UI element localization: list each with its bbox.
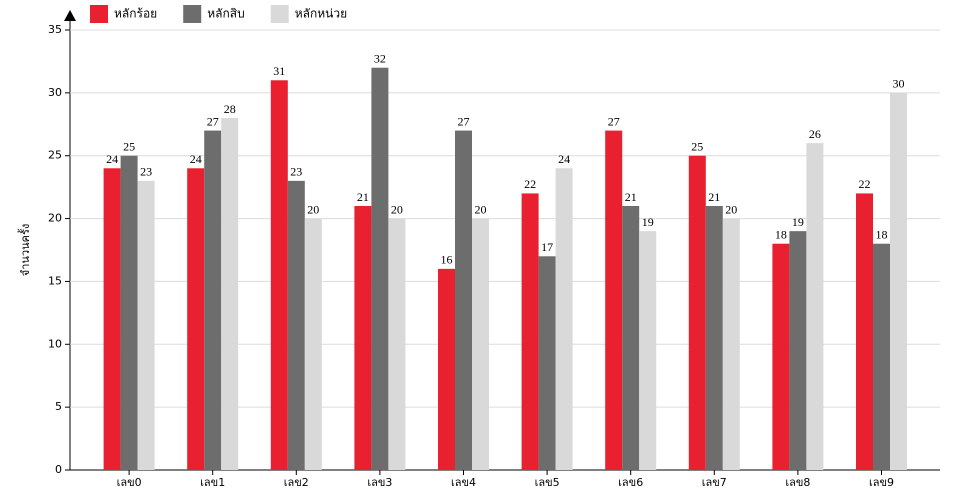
bar (555, 168, 573, 471)
y-tick-label: 35 (48, 23, 62, 36)
x-tick-label: เลข5 (535, 476, 560, 489)
bar (688, 155, 706, 470)
legend-label: หลักสิบ (207, 7, 244, 21)
bar (472, 218, 489, 470)
bar (438, 268, 455, 470)
bar (772, 243, 790, 470)
value-label: 24 (190, 152, 202, 166)
y-tick-label: 30 (48, 86, 62, 99)
x-tick-label: เลข8 (785, 476, 810, 489)
x-tick-label: เลข2 (284, 476, 309, 489)
bar (187, 168, 205, 471)
bar (304, 218, 322, 470)
bar (639, 231, 657, 470)
x-tick-label: เลข3 (367, 476, 392, 489)
y-tick-label: 20 (48, 212, 62, 225)
value-label: 18 (775, 227, 787, 241)
bar (806, 143, 824, 470)
y-tick-label: 15 (48, 274, 62, 287)
y-axis-title: จำนวนครั้ง (17, 224, 32, 276)
value-label: 20 (307, 202, 319, 216)
y-tick-label: 10 (48, 337, 62, 350)
value-label: 28 (224, 102, 236, 116)
legend-swatch (90, 5, 108, 23)
value-label: 16 (441, 253, 453, 267)
y-tick-label: 25 (48, 149, 62, 162)
bar (371, 67, 389, 470)
value-label: 25 (691, 139, 703, 153)
bar (204, 130, 222, 471)
value-label: 26 (809, 127, 821, 141)
value-label: 25 (123, 139, 135, 153)
bar (455, 130, 472, 471)
y-tick-label: 0 (55, 463, 62, 476)
legend-swatch (183, 5, 202, 23)
value-label: 21 (625, 190, 637, 204)
bar (103, 168, 121, 471)
bar (287, 180, 305, 470)
bar (873, 243, 890, 470)
value-label: 32 (374, 51, 386, 65)
value-label: 30 (893, 77, 905, 91)
bar (789, 231, 807, 470)
value-label: 19 (642, 215, 654, 229)
bar (622, 206, 640, 470)
bar (722, 218, 740, 470)
value-label: 20 (391, 202, 403, 216)
y-axis-arrow (64, 10, 76, 21)
bar (137, 180, 155, 470)
x-tick-label: เลข9 (869, 476, 894, 489)
value-label: 18 (876, 227, 888, 241)
value-label: 27 (458, 114, 470, 128)
bar (890, 92, 907, 470)
x-tick-label: เลข4 (451, 476, 476, 489)
legend-label: หลักหน่วย (295, 7, 347, 21)
value-label: 20 (475, 202, 487, 216)
bar (521, 193, 539, 470)
bar (388, 218, 406, 470)
value-label: 19 (792, 215, 804, 229)
bar (605, 130, 623, 471)
bar (856, 193, 873, 470)
y-tick-label: 5 (55, 400, 62, 413)
legend-label: หลักร้อย (114, 7, 157, 21)
bar (270, 80, 288, 471)
value-label: 27 (608, 114, 620, 128)
value-label: 21 (708, 190, 720, 204)
bar (354, 206, 372, 470)
bar (705, 206, 723, 470)
value-label: 22 (524, 177, 536, 191)
value-label: 31 (273, 64, 285, 78)
value-label: 27 (207, 114, 219, 128)
value-label: 23 (290, 165, 302, 179)
value-label: 24 (106, 152, 118, 166)
value-label: 22 (859, 177, 871, 191)
bar (120, 155, 138, 470)
bar (221, 118, 239, 470)
value-label: 17 (541, 240, 553, 254)
x-tick-label: เลข7 (702, 476, 727, 489)
value-label: 24 (558, 152, 570, 166)
bar (538, 256, 556, 470)
x-tick-label: เลข0 (117, 476, 142, 489)
value-label: 23 (140, 165, 152, 179)
value-label: 21 (357, 190, 369, 204)
x-tick-label: เลข1 (200, 476, 225, 489)
legend-swatch (270, 5, 289, 23)
value-label: 20 (725, 202, 737, 216)
x-tick-label: เลข6 (618, 476, 643, 489)
